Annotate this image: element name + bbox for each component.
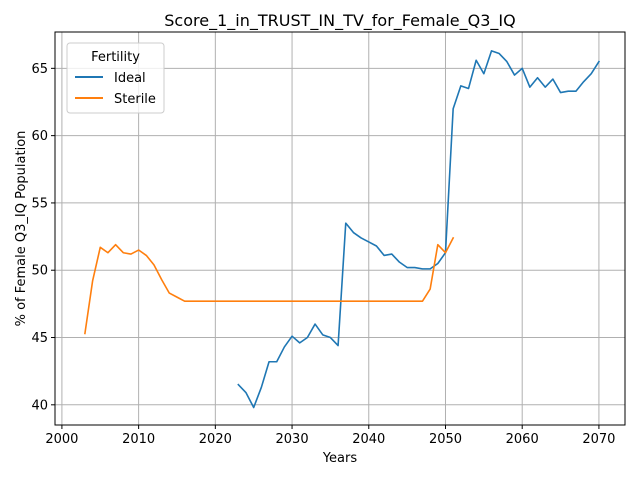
- y-axis-label: % of Female Q3_IQ Population: [14, 131, 29, 327]
- x-axis: 2000 2010 2020 2030 2040 2050 2060 2070: [45, 425, 615, 447]
- x-tick-label: 2050: [429, 432, 462, 447]
- series-line-ideal: [237, 50, 601, 409]
- legend-title: Fertility: [91, 50, 140, 65]
- legend: Fertility Ideal Sterile: [66, 42, 165, 114]
- y-axis: 40 45 50 55 60 65: [31, 62, 55, 413]
- y-tick-label: 65: [31, 62, 48, 77]
- legend-label-sterile: Sterile: [114, 92, 156, 107]
- x-tick-label: 2070: [582, 432, 615, 447]
- x-tick-label: 2040: [352, 432, 385, 447]
- x-tick-label: 2020: [199, 432, 232, 447]
- x-tick-label: 2060: [506, 432, 539, 447]
- chart-title: Score_1_in_TRUST_IN_TV_for_Female_Q3_IQ: [164, 11, 515, 31]
- y-tick-label: 40: [31, 398, 48, 413]
- y-tick-label: 55: [31, 196, 48, 211]
- grid-lines: [55, 32, 625, 425]
- y-tick-label: 50: [31, 264, 48, 279]
- series-line-sterile: [84, 236, 455, 335]
- legend-label-ideal: Ideal: [114, 71, 146, 86]
- x-tick-label: 2010: [122, 432, 155, 447]
- y-tick-label: 60: [31, 129, 48, 144]
- y-tick-label: 45: [31, 331, 48, 346]
- plot-frame: [54, 31, 626, 426]
- x-axis-label: Years: [322, 451, 358, 466]
- legend-box: [66, 42, 165, 114]
- series-lines: [84, 50, 601, 409]
- x-tick-label: 2000: [45, 432, 78, 447]
- x-tick-label: 2030: [276, 432, 309, 447]
